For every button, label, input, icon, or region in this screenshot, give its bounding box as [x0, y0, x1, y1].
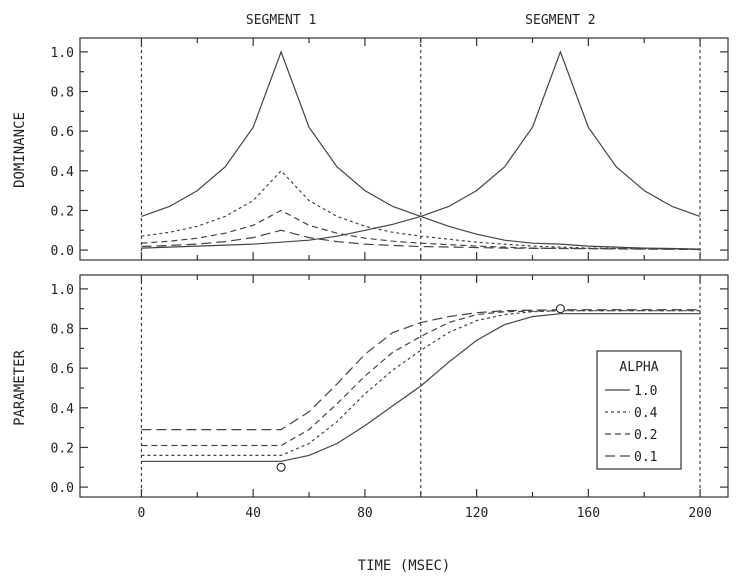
dominance-y-tick-label: 0.8	[51, 86, 74, 101]
x-tick-label: 0	[138, 506, 146, 521]
parameter-y-tick-label: 0.4	[51, 402, 75, 417]
x-tick-label: 80	[357, 506, 373, 521]
legend-label-1.0: 1.0	[634, 384, 657, 399]
dominance-curve-alpha-0.2	[141, 209, 701, 250]
dominance-plot-frame	[79, 37, 729, 261]
parameter-curve-alpha-0.4	[141, 310, 701, 456]
segment-label-2: SEGMENT 2	[525, 13, 595, 28]
dominance-y-tick-label: 0.6	[51, 125, 74, 140]
legend-title: ALPHA	[619, 360, 658, 375]
parameter-y-tick-label: 0.8	[51, 323, 74, 338]
legend-label-0.1: 0.1	[634, 450, 657, 465]
x-tick-label: 200	[688, 506, 711, 521]
target-marker	[555, 304, 566, 314]
dominance-panel: 0.0 0.2 0.4 0.6 0.8 1.0 DOMINANCE	[12, 37, 729, 261]
legend-box	[596, 350, 682, 470]
parameter-curves	[141, 309, 701, 462]
dominance-y-tick-label: 0.4	[51, 165, 75, 180]
legend-label-0.2: 0.2	[634, 428, 657, 443]
dominance-segment-boundaries	[140, 38, 701, 260]
parameter-curve-alpha-0.1	[141, 309, 701, 431]
dominance-curve-alpha-0.1	[141, 229, 701, 251]
segment-label-1: SEGMENT 1	[246, 13, 316, 28]
parameter-y-tick-label: 0.2	[51, 441, 74, 456]
parameter-x-ticks: 0 40 80 120 160 200	[138, 275, 712, 521]
dominance-y-tick-label: 0.0	[51, 244, 74, 259]
dominance-y-tick-label: 1.0	[51, 46, 74, 61]
dominance-axis-label: DOMINANCE	[12, 112, 28, 188]
dominance-y-tick-label: 0.2	[51, 204, 74, 219]
x-tick-label: 160	[577, 506, 600, 521]
dominance-curves	[141, 50, 701, 251]
parameter-axis-label: PARAMETER	[12, 350, 28, 426]
dominance-curve-alpha-0.4	[141, 169, 701, 250]
target-marker	[276, 462, 286, 472]
dominance-y-ticks: 0.0 0.2 0.4 0.6 0.8 1.0	[51, 46, 728, 259]
x-tick-label: 40	[245, 506, 261, 521]
parameter-y-tick-label: 1.0	[51, 283, 74, 298]
parameter-y-tick-label: 0.0	[51, 481, 74, 496]
dominance-curve-alpha-1.0	[141, 50, 701, 249]
parameter-curve-alpha-0.2	[141, 310, 701, 447]
parameter-plot-frame	[79, 274, 729, 498]
x-tick-label: 120	[465, 506, 488, 521]
parameter-curve-alpha-1.0	[141, 313, 701, 462]
parameter-y-ticks: 0.0 0.2 0.4 0.6 0.8 1.0	[51, 283, 728, 496]
parameter-y-tick-label: 0.6	[51, 362, 74, 377]
legend-label-0.4: 0.4	[634, 406, 658, 421]
dominance-x-ticks	[140, 38, 701, 260]
parameter-target-markers	[276, 304, 566, 472]
parameter-panel: 0.0 0.2 0.4 0.6 0.8 1.0 0 40 80 120 160 200 PARAME…	[12, 274, 729, 574]
time-axis-label: TIME (MSEC)	[358, 558, 451, 574]
alpha-legend: ALPHA 1.0 0.4 0.2 0.1	[596, 350, 682, 470]
legend-entries: 1.0 0.4 0.2 0.1	[605, 384, 658, 465]
